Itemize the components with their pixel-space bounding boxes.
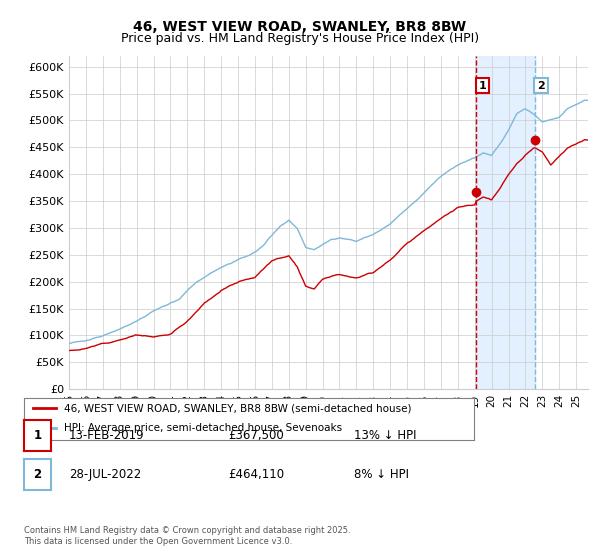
Text: 28-JUL-2022: 28-JUL-2022 [69,468,141,481]
Bar [476,56,535,389]
Text: HPI: Average price, semi-detached house, Sevenoaks: HPI: Average price, semi-detached house,… [65,423,343,433]
Text: 46, WEST VIEW ROAD, SWANLEY, BR8 8BW: 46, WEST VIEW ROAD, SWANLEY, BR8 8BW [133,20,467,34]
Text: 2: 2 [34,468,41,481]
Text: 1: 1 [34,429,41,442]
Text: 2: 2 [537,81,545,91]
Text: 13-FEB-2019: 13-FEB-2019 [69,429,145,442]
Text: £367,500: £367,500 [228,429,284,442]
Text: 1: 1 [479,81,487,91]
Text: Contains HM Land Registry data © Crown copyright and database right 2025.
This d: Contains HM Land Registry data © Crown c… [24,526,350,546]
Text: £464,110: £464,110 [228,468,284,481]
Text: 8% ↓ HPI: 8% ↓ HPI [354,468,409,481]
Text: 13% ↓ HPI: 13% ↓ HPI [354,429,416,442]
Text: 46, WEST VIEW ROAD, SWANLEY, BR8 8BW (semi-detached house): 46, WEST VIEW ROAD, SWANLEY, BR8 8BW (se… [65,403,412,413]
Text: Price paid vs. HM Land Registry's House Price Index (HPI): Price paid vs. HM Land Registry's House … [121,32,479,45]
